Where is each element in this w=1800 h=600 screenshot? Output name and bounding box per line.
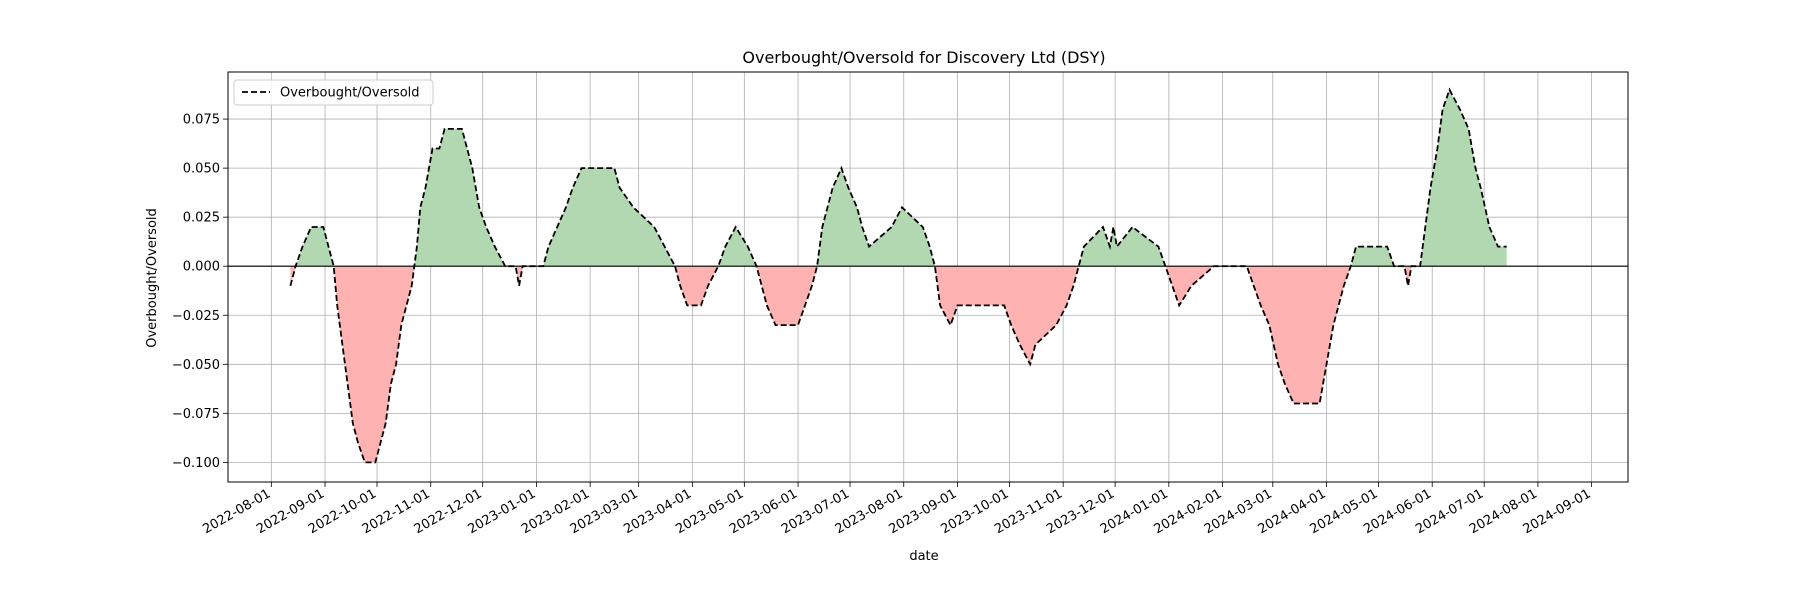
y-tick-label: 0.050 xyxy=(183,162,220,177)
overbought-area xyxy=(543,168,675,267)
chart-title: Overbought/Oversold for Discovery Ltd (D… xyxy=(742,48,1105,67)
overbought-area xyxy=(1420,89,1507,267)
oversold-area xyxy=(756,266,818,326)
oversold-area xyxy=(333,266,415,463)
y-axis-label: Overbought/Oversold xyxy=(145,208,160,348)
y-tick-label: −0.025 xyxy=(172,309,220,324)
oversold-area xyxy=(934,266,1079,365)
overbought-area xyxy=(1078,227,1166,267)
legend: Overbought/Oversold xyxy=(233,79,434,106)
y-tick-label: −0.100 xyxy=(172,456,220,471)
legend-box xyxy=(233,79,434,106)
oversold-area xyxy=(1246,266,1351,404)
plot-frame xyxy=(227,71,1629,483)
y-tick-label: −0.050 xyxy=(172,358,220,373)
overbought-area xyxy=(295,227,334,267)
y-axis-ticks: −0.100 −0.075 −0.050 −0.025 0.000 0.025 0.050 0… xyxy=(172,113,228,471)
overbought-area xyxy=(817,168,935,267)
y-tick-label: 0.000 xyxy=(183,260,220,275)
oversold-area xyxy=(675,266,719,306)
y-tick-label: 0.075 xyxy=(183,113,220,128)
legend-label: Overbought/Oversold xyxy=(280,86,420,101)
y-tick-label: −0.075 xyxy=(172,407,220,422)
x-axis-label: date xyxy=(909,549,938,564)
overbought-area xyxy=(1350,246,1395,267)
area-fills xyxy=(290,89,1507,463)
y-tick-label: 0.025 xyxy=(183,211,220,226)
series-line-overbought-oversold xyxy=(289,87,1507,464)
overbought-area xyxy=(718,227,757,267)
overbought-area xyxy=(414,128,506,267)
